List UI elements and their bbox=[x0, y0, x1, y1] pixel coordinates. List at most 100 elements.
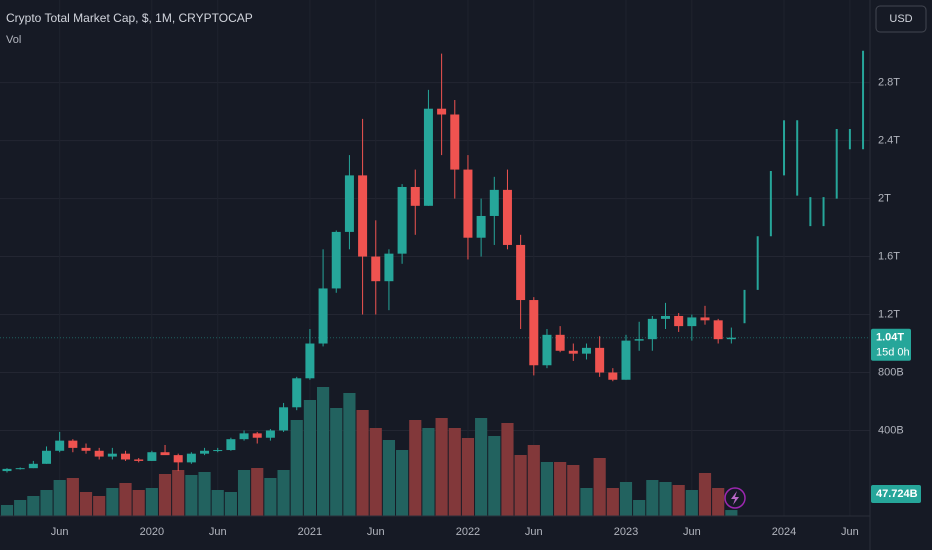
chart-title: Crypto Total Market Cap, $, 1M, CRYPTOCA… bbox=[6, 11, 253, 25]
volume-bar bbox=[672, 485, 685, 516]
volume-bar bbox=[554, 462, 567, 516]
lightning-icon[interactable] bbox=[724, 487, 746, 509]
candle-body bbox=[371, 256, 381, 282]
volume-bar bbox=[79, 492, 93, 516]
candle-body bbox=[463, 169, 473, 238]
candle-body bbox=[81, 447, 91, 451]
candle-body bbox=[634, 339, 644, 341]
candle-body bbox=[318, 288, 328, 344]
x-tick-label: Jun bbox=[525, 526, 543, 538]
candle-body bbox=[397, 186, 407, 254]
candle-body bbox=[621, 340, 631, 380]
volume-bar bbox=[409, 420, 422, 516]
volume-bar bbox=[488, 436, 501, 516]
volume-bar bbox=[461, 438, 475, 516]
y-tick-label: 1.6T bbox=[878, 250, 900, 262]
candle-body bbox=[726, 337, 736, 340]
candle-body bbox=[410, 186, 420, 206]
candle-body bbox=[581, 347, 591, 354]
volume-bar bbox=[66, 478, 79, 516]
volume-bar bbox=[0, 505, 14, 516]
x-tick-label: Jun bbox=[367, 526, 385, 538]
volume-bar bbox=[27, 496, 40, 516]
volume-bar bbox=[382, 440, 396, 516]
candle-body bbox=[226, 439, 236, 451]
axes: 400B 800B 1.2T 1.6T 2T 2.4T 2.8T Jun 2020 Jun 2021… bbox=[51, 77, 921, 538]
volume-bar bbox=[303, 400, 316, 516]
y-tick-label: 2.4T bbox=[878, 135, 900, 147]
currency-button[interactable] bbox=[875, 5, 927, 33]
y-tick-label: 1.2T bbox=[878, 308, 900, 320]
candle-body bbox=[265, 430, 275, 438]
candle-body bbox=[68, 440, 78, 448]
volume-bar bbox=[593, 458, 606, 516]
candle-body bbox=[186, 453, 196, 463]
candle-body bbox=[542, 334, 552, 366]
currency-label[interactable]: USD bbox=[889, 13, 912, 25]
candle-body bbox=[28, 463, 38, 469]
countdown-label: 15d 0h bbox=[876, 347, 910, 359]
volume-bar bbox=[646, 480, 659, 516]
volume-bar bbox=[237, 470, 251, 516]
candle-body bbox=[331, 231, 341, 289]
volume-bar bbox=[40, 490, 53, 516]
candles bbox=[2, 50, 865, 473]
y-tick-label: 800B bbox=[878, 366, 904, 378]
candle-body bbox=[476, 215, 486, 238]
candle-body bbox=[107, 453, 117, 457]
candle-body bbox=[502, 189, 512, 245]
volume-bar bbox=[475, 418, 488, 516]
candle-body bbox=[661, 315, 670, 319]
volume-bar bbox=[685, 490, 698, 516]
last-volume-label: 47.724B bbox=[876, 488, 918, 500]
volume-bar bbox=[567, 465, 580, 516]
volume-bar bbox=[277, 470, 290, 516]
volume-pane bbox=[0, 387, 738, 516]
candle-body bbox=[489, 189, 499, 216]
volume-bar bbox=[396, 450, 409, 516]
candle-body bbox=[687, 317, 697, 327]
candle-body bbox=[147, 452, 157, 461]
volume-bar bbox=[343, 393, 356, 516]
y-tick-label: 400B bbox=[878, 424, 904, 436]
volume-bar bbox=[93, 496, 106, 516]
y-tick-label: 2.8T bbox=[878, 77, 900, 89]
x-tick-label: Jun bbox=[683, 526, 701, 538]
candle-body bbox=[94, 450, 104, 457]
volume-bar bbox=[53, 480, 66, 516]
volume-bar bbox=[264, 478, 277, 516]
volume-bar bbox=[211, 490, 224, 516]
volume-bar bbox=[185, 475, 198, 516]
candle-body bbox=[15, 468, 25, 470]
candle-body bbox=[121, 453, 131, 460]
volume-bar bbox=[619, 482, 633, 516]
volume-bar bbox=[422, 428, 435, 516]
candle-body bbox=[200, 450, 210, 454]
volume-bar bbox=[501, 423, 514, 516]
volume-bar bbox=[369, 428, 382, 516]
last-price-badge bbox=[871, 328, 911, 361]
x-tick-label: 2022 bbox=[456, 526, 480, 538]
candle-body bbox=[55, 440, 65, 451]
volume-title: Vol bbox=[6, 34, 21, 46]
candle-body bbox=[674, 315, 684, 327]
volume-bar bbox=[251, 468, 264, 516]
volume-bar bbox=[132, 490, 145, 516]
candle-body bbox=[292, 378, 302, 408]
volume-bar bbox=[527, 445, 540, 516]
volume-bar bbox=[725, 510, 738, 516]
y-tick-label: 2T bbox=[878, 192, 891, 204]
x-tick-label: Jun bbox=[209, 526, 227, 538]
candle-body bbox=[239, 433, 249, 440]
volume-bar bbox=[106, 488, 119, 516]
candle-body bbox=[134, 459, 144, 461]
candle-body bbox=[305, 343, 315, 379]
candle-body bbox=[2, 468, 12, 472]
lightning-bolt[interactable] bbox=[731, 491, 739, 505]
volume-bar bbox=[633, 500, 646, 516]
volume-bar bbox=[290, 420, 303, 516]
candle-body bbox=[595, 347, 605, 373]
volume-bar bbox=[448, 428, 461, 516]
candle-body bbox=[529, 300, 539, 366]
